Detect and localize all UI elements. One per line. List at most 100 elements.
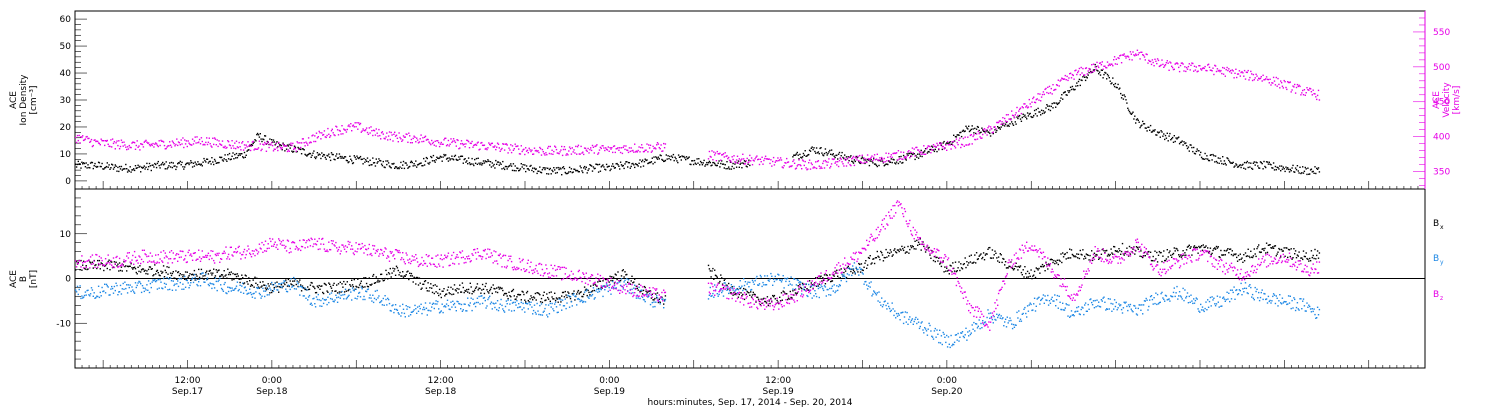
data-point (442, 156, 444, 158)
data-point (235, 287, 237, 289)
data-point (968, 255, 971, 257)
data-point (244, 286, 246, 288)
data-point (313, 297, 315, 300)
data-point (722, 287, 725, 289)
data-point (1281, 250, 1284, 252)
data-point (220, 144, 223, 146)
data-point (1244, 168, 1247, 170)
data-point (825, 274, 827, 276)
data-point (1068, 91, 1070, 94)
data-point (157, 272, 159, 274)
data-point (390, 310, 392, 312)
data-point (1194, 69, 1197, 71)
data-point (372, 134, 374, 137)
data-point (262, 281, 264, 283)
data-point (1175, 62, 1177, 65)
data-point (937, 144, 939, 146)
data-point (1104, 251, 1106, 254)
data-point (1278, 83, 1280, 86)
data-point (819, 167, 821, 170)
data-point (997, 126, 999, 128)
data-point (311, 282, 313, 284)
data-point (603, 166, 605, 168)
data-point (460, 155, 462, 158)
data-point (374, 134, 377, 136)
data-point (394, 166, 397, 168)
data-point (144, 287, 146, 290)
data-point (790, 165, 792, 168)
data-point (1097, 250, 1099, 252)
data-point (82, 296, 85, 298)
data-point (1023, 103, 1025, 105)
data-point (271, 281, 273, 284)
data-point (139, 265, 141, 267)
data-point (353, 278, 355, 281)
data-point (288, 143, 290, 146)
data-point (1110, 63, 1112, 65)
data-point (620, 147, 623, 149)
data-point (1145, 53, 1147, 55)
data-point (601, 165, 603, 167)
data-point (804, 160, 806, 163)
data-point (121, 288, 123, 290)
data-point (652, 299, 654, 301)
data-point (143, 290, 145, 293)
data-point (171, 289, 174, 291)
data-point (1118, 248, 1120, 250)
data-point (830, 165, 832, 168)
data-point (381, 164, 384, 167)
data-point (904, 156, 907, 158)
data-point (585, 288, 587, 290)
data-point (782, 167, 784, 169)
data-point (484, 160, 486, 162)
data-point (104, 292, 107, 294)
data-point (95, 296, 97, 299)
data-point (1054, 262, 1056, 265)
data-point (510, 290, 513, 293)
data-point (614, 151, 616, 154)
data-point (710, 276, 712, 278)
data-point (1085, 76, 1088, 78)
data-point (1275, 169, 1277, 171)
data-point (547, 296, 549, 299)
data-point (911, 147, 914, 149)
data-point (264, 141, 266, 144)
data-point (410, 160, 413, 162)
data-point (819, 276, 821, 278)
data-point (948, 273, 950, 275)
data-point (76, 163, 79, 166)
data-point (575, 170, 577, 172)
data-point (145, 272, 147, 275)
data-point (1098, 258, 1100, 260)
data-point (1189, 247, 1191, 249)
data-point (1027, 115, 1030, 117)
data-point (128, 170, 130, 172)
data-point (213, 158, 216, 161)
data-point (191, 273, 194, 275)
data-point (532, 153, 534, 155)
data-point (470, 163, 472, 165)
data-point (203, 281, 205, 283)
data-point (192, 274, 195, 276)
data-point (229, 273, 232, 276)
data-point (757, 158, 759, 161)
data-point (129, 166, 131, 168)
data-point (75, 141, 78, 144)
data-point (1305, 252, 1307, 254)
x-tick-label-time: 12:00 (428, 376, 454, 386)
data-point (167, 289, 169, 291)
data-point (492, 146, 494, 148)
data-point (99, 268, 101, 270)
data-point (533, 147, 536, 149)
data-point (439, 143, 442, 145)
data-point (997, 121, 1000, 124)
data-point (212, 272, 214, 274)
data-point (306, 289, 308, 291)
data-point (277, 149, 279, 152)
data-point (340, 133, 342, 135)
data-point (1228, 159, 1230, 162)
data-point (813, 166, 815, 168)
data-point (481, 164, 483, 166)
data-point (1031, 101, 1033, 103)
data-point (973, 261, 975, 263)
